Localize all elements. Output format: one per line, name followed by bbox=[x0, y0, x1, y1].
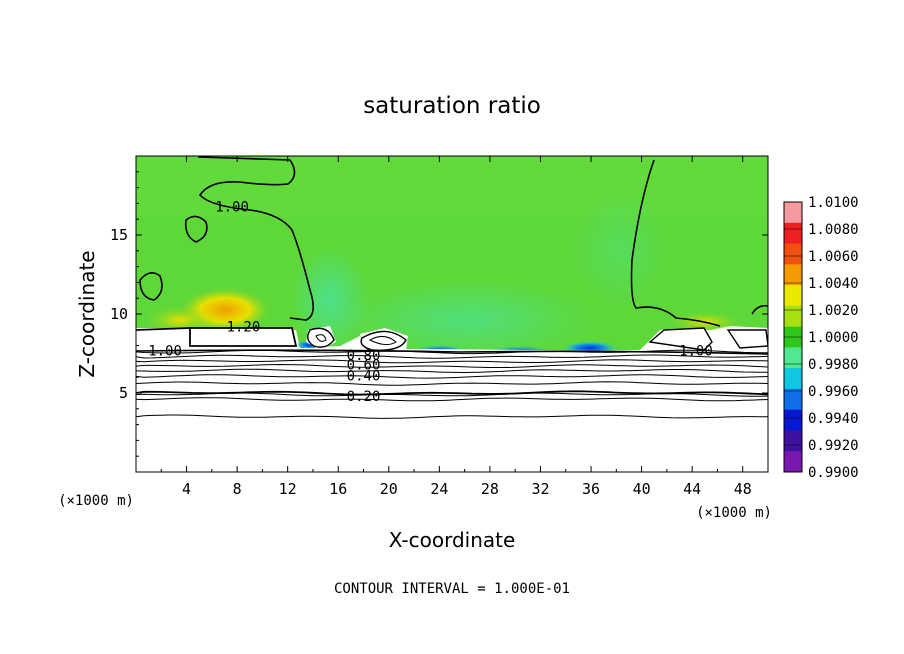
colorbar-label: 1.0040 bbox=[808, 276, 859, 292]
x-tick-label: 24 bbox=[430, 480, 448, 498]
contour-level-line bbox=[136, 349, 768, 355]
plot-area: 1.00 1.20 1.00 0.800.600.40 0.20 1.00 bbox=[136, 156, 768, 472]
x-tick-label: 28 bbox=[481, 480, 499, 498]
contour-label: 0.80 bbox=[347, 348, 381, 364]
x-tick-label: 32 bbox=[531, 480, 549, 498]
contour-label: 0.20 bbox=[347, 389, 381, 405]
chart-title: saturation ratio bbox=[363, 93, 541, 119]
subsaturated-layer bbox=[136, 348, 768, 472]
x-tick-label: 48 bbox=[734, 480, 752, 498]
y-tick-label: 15 bbox=[110, 226, 128, 244]
colorbar-label: 0.9940 bbox=[808, 411, 859, 427]
colorbar-label: 1.0080 bbox=[808, 222, 859, 238]
colorbar-label: 1.0000 bbox=[808, 330, 859, 346]
contour-level-line bbox=[136, 397, 768, 402]
colorbar-label: 0.9980 bbox=[808, 357, 859, 373]
contour-level-line bbox=[136, 414, 768, 419]
colorbar-swatch bbox=[784, 388, 802, 411]
x-tick-label: 16 bbox=[329, 480, 347, 498]
x-axis-label: X-coordinate bbox=[389, 528, 516, 552]
colorbar-swatch bbox=[784, 347, 802, 369]
colorbar-swatch bbox=[784, 409, 802, 431]
x-tick-label: 20 bbox=[380, 480, 398, 498]
contour-level-line bbox=[136, 354, 768, 359]
contour-label: 1.00 bbox=[215, 200, 249, 216]
contour-level-line bbox=[136, 363, 768, 368]
x-tick-label: 36 bbox=[582, 480, 600, 498]
contour-level-lines bbox=[136, 349, 768, 419]
contour-label: 0.60 bbox=[347, 358, 381, 374]
contour-level-line bbox=[136, 374, 768, 379]
contour-label: 1.00 bbox=[148, 343, 182, 359]
contour-label: 1.20 bbox=[227, 320, 261, 336]
x-tick-label: 12 bbox=[279, 480, 297, 498]
contour-level-line bbox=[136, 392, 768, 397]
contour-level-line bbox=[136, 368, 768, 374]
colorbar-swatch bbox=[784, 430, 802, 452]
colorbar-swatch bbox=[784, 368, 802, 390]
x-tick-label: 40 bbox=[633, 480, 651, 498]
contour-level-line bbox=[136, 381, 768, 386]
colorbar-swatch bbox=[784, 243, 802, 265]
colorbar-label: 0.9900 bbox=[808, 465, 859, 481]
colorbar-label: 1.0060 bbox=[808, 249, 859, 265]
colorbar-label: 1.0100 bbox=[808, 195, 859, 211]
colorbar-swatch bbox=[784, 202, 802, 224]
x-unit-right: (×1000 m) bbox=[696, 505, 772, 521]
colorbar-label: 0.9920 bbox=[808, 438, 859, 454]
contour-label: 1.00 bbox=[679, 343, 713, 359]
saturation-field bbox=[136, 156, 768, 360]
colorbar-swatch bbox=[784, 451, 802, 473]
x-tick-label: 4 bbox=[182, 480, 191, 498]
colorbar-swatch bbox=[784, 285, 802, 307]
y-axis-label: Z-coordinate bbox=[75, 250, 99, 377]
y-tick-label: 10 bbox=[110, 305, 128, 323]
contour-interval: CONTOUR INTERVAL = 1.000E-01 bbox=[334, 581, 570, 597]
x-unit-left: (×1000 m) bbox=[58, 493, 134, 509]
y-tick-label: 5 bbox=[119, 384, 128, 402]
colorbar-label: 1.0020 bbox=[808, 303, 859, 319]
y-axis: 5 10 15 bbox=[110, 171, 768, 457]
colorbar-label: 0.9960 bbox=[808, 384, 859, 400]
colorbar: 1.0100 1.0080 1.0060 1.0040 1.0020 1.0000 0.99… bbox=[783, 195, 859, 481]
colorbar-swatch bbox=[784, 305, 802, 328]
contour-labels: 1.00 1.20 1.00 0.800.600.40 0.20 1.00 bbox=[148, 200, 713, 406]
contour-level-line bbox=[136, 359, 768, 364]
colorbar-swatch bbox=[784, 264, 802, 286]
contour-label: 0.40 bbox=[347, 369, 381, 385]
x-tick-label: 8 bbox=[233, 480, 242, 498]
x-axis: 4 8 12 16 20 24 28 32 36 40 44 48 bbox=[160, 156, 752, 498]
colorbar-swatch bbox=[784, 222, 802, 245]
x-tick-label: 44 bbox=[683, 480, 701, 498]
